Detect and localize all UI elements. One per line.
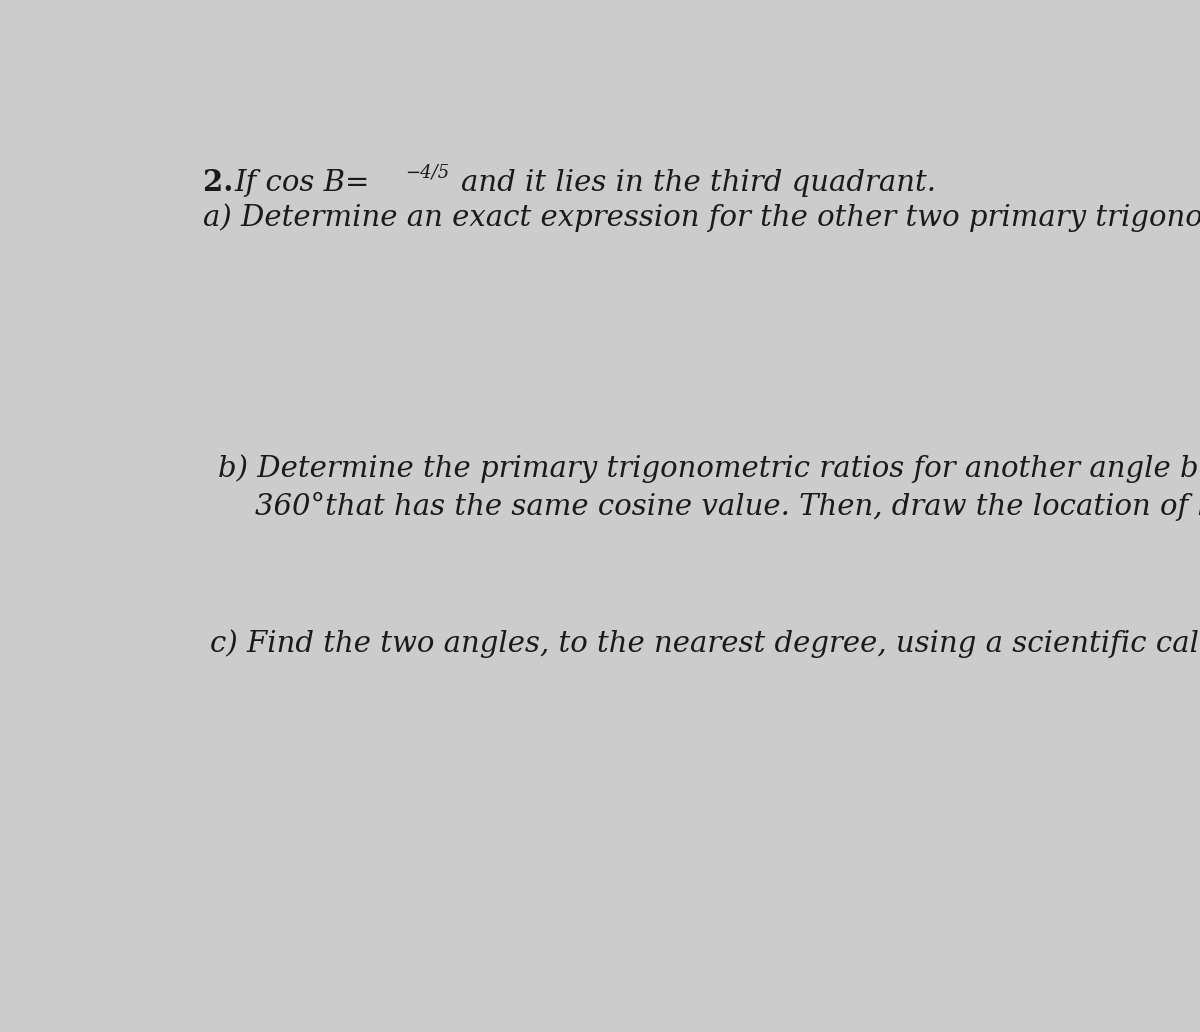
Text: 360°that has the same cosine value. Then, draw the location of both angles.: 360°that has the same cosine value. Then… xyxy=(256,491,1200,521)
Text: c) Find the two angles, to the nearest degree, using a scientific calculator: c) Find the two angles, to the nearest d… xyxy=(210,630,1200,658)
Text: −4/5: −4/5 xyxy=(404,163,449,181)
Text: 2.: 2. xyxy=(203,168,244,197)
Text: If cos B=: If cos B= xyxy=(235,169,370,197)
Text: and it lies in the third quadrant.: and it lies in the third quadrant. xyxy=(461,169,936,197)
Text: a) Determine an exact expression for the other two primary trigonometric ratios.: a) Determine an exact expression for the… xyxy=(203,202,1200,231)
Text: b) Determine the primary trigonometric ratios for another angle between 0°and: b) Determine the primary trigonometric r… xyxy=(218,454,1200,483)
